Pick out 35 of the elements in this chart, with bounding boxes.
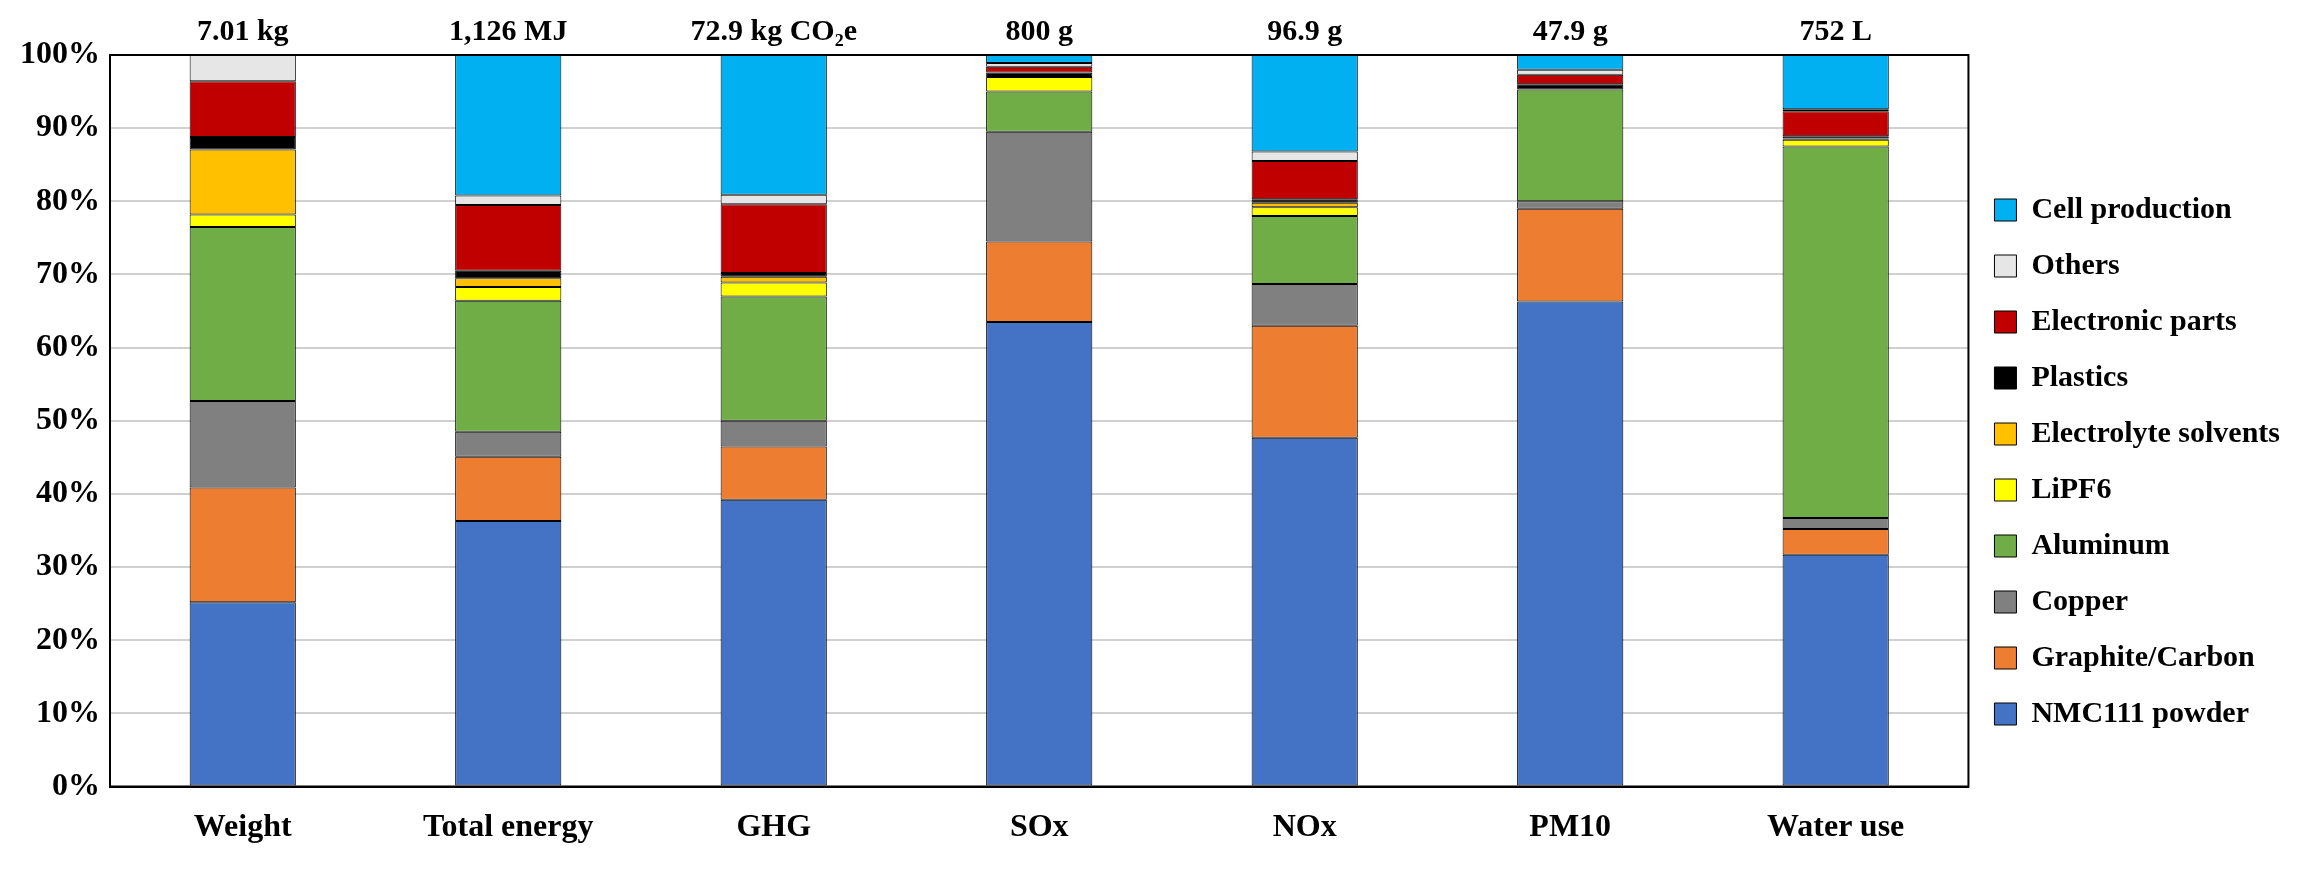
- x-tick-label: NOx: [1272, 807, 1337, 844]
- annotation: 96.9 g: [1267, 12, 1343, 46]
- annotation: 800 g: [1005, 12, 1073, 46]
- legend-label: Plastics: [2031, 358, 2129, 392]
- y-tick-label: 20%: [36, 619, 100, 656]
- y-tick-label: 60%: [36, 326, 100, 363]
- legend-label: Copper: [2031, 582, 2129, 616]
- y-tick-label: 80%: [36, 180, 100, 217]
- x-tick-label: Water use: [1767, 807, 1905, 844]
- x-tick-label: GHG: [736, 807, 812, 844]
- y-tick-label: 10%: [36, 692, 100, 729]
- y-tick-label: 90%: [36, 107, 100, 144]
- y-tick-label: 40%: [36, 473, 100, 510]
- annotation: 47.9 g: [1532, 12, 1608, 46]
- x-tick-label: Weight: [193, 807, 292, 844]
- legend-label: Electronic parts: [2031, 302, 2237, 336]
- annotation: 1,126 MJ: [449, 12, 568, 46]
- legend-label: Graphite/Carbon: [2031, 638, 2256, 672]
- x-tick-label: PM10: [1529, 807, 1612, 844]
- x-tick-label: SOx: [1009, 807, 1069, 844]
- annotation: 7.01 kg: [196, 12, 289, 46]
- y-tick-label: 0%: [52, 765, 100, 802]
- annotation: 752 L: [1799, 12, 1872, 46]
- x-tick-label: Total energy: [423, 807, 594, 844]
- y-tick-label: 50%: [36, 400, 100, 437]
- annotation: 72.9 kg CO₂e: [690, 12, 857, 46]
- y-tick-label: 30%: [36, 546, 100, 583]
- legend-label: Cell production: [2031, 190, 2233, 224]
- legend-label: Electrolyte solvents: [2031, 414, 2281, 448]
- legend-label: Aluminum: [2031, 526, 2170, 560]
- legend-label: LiPF6: [2031, 470, 2112, 504]
- legend-label: NMC111 powder: [2031, 694, 2249, 728]
- y-tick-label: 100%: [20, 34, 100, 71]
- y-tick-label: 70%: [36, 253, 100, 290]
- legend-label: Others: [2031, 246, 2120, 280]
